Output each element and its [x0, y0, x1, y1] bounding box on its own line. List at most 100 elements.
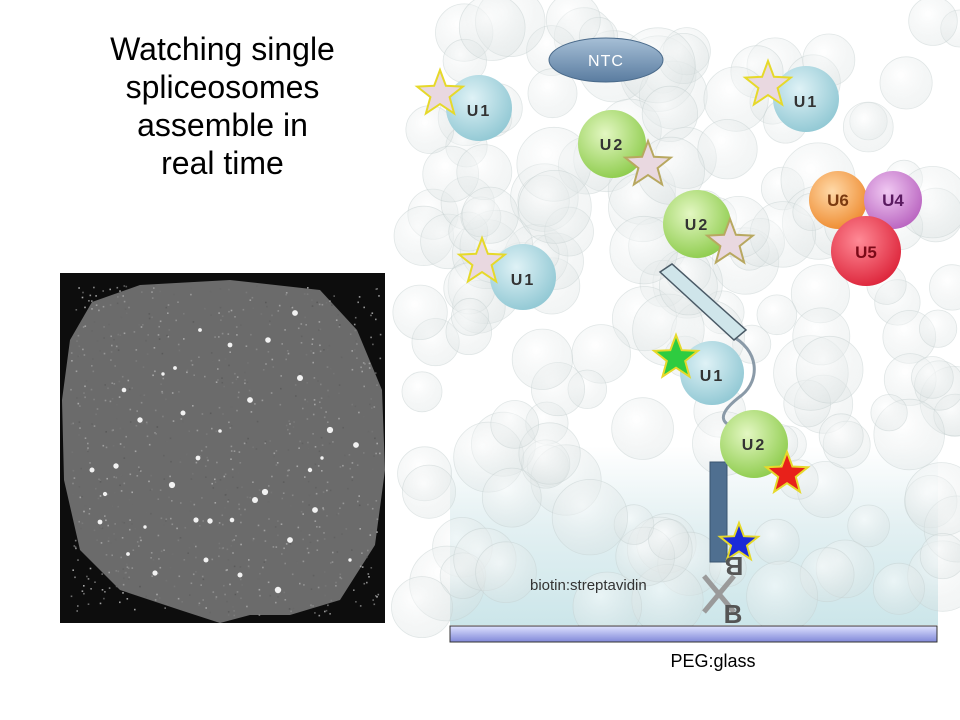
title-line-2: spliceosomes	[125, 69, 320, 105]
noise-pixel	[127, 578, 130, 580]
noise-pixel	[145, 339, 147, 342]
noise-pixel	[189, 510, 192, 512]
noise-pixel	[270, 392, 273, 394]
bubble	[461, 186, 519, 244]
noise-pixel	[224, 358, 227, 360]
noise-pixel	[314, 520, 317, 522]
noise-pixel	[299, 372, 301, 375]
noise-pixel	[370, 314, 372, 317]
noise-pixel	[281, 343, 283, 345]
noise-pixel	[245, 345, 248, 347]
noise-pixel	[92, 370, 95, 373]
noise-pixel	[252, 307, 255, 310]
fluorescent-spot	[261, 488, 269, 496]
noise-pixel	[210, 352, 213, 354]
bubble	[517, 169, 592, 244]
noise-pixel	[82, 348, 84, 351]
bubble	[475, 541, 537, 603]
noise-pixel	[104, 384, 106, 386]
noise-pixel	[114, 538, 117, 541]
streptavidin-cross	[702, 574, 736, 614]
noise-pixel	[284, 599, 287, 601]
noise-pixel	[178, 457, 181, 459]
noise-pixel	[290, 610, 292, 613]
noise-pixel	[221, 514, 224, 517]
noise-pixel	[376, 384, 378, 386]
noise-pixel	[129, 473, 132, 476]
noise-pixel	[157, 534, 160, 537]
noise-pixel	[177, 343, 180, 346]
noise-pixel	[200, 449, 203, 452]
noise-pixel	[370, 336, 372, 339]
u1-label: U1	[467, 103, 491, 120]
noise-pixel	[131, 523, 133, 525]
noise-pixel	[240, 521, 242, 524]
noise-pixel	[307, 551, 310, 554]
noise-pixel	[244, 382, 246, 385]
noise-pixel	[360, 366, 362, 369]
noise-pixel	[371, 507, 374, 510]
noise-pixel	[84, 437, 87, 439]
noise-pixel	[153, 287, 155, 289]
noise-pixel	[340, 577, 343, 580]
noise-pixel	[316, 549, 319, 551]
noise-pixel	[254, 403, 256, 405]
noise-pixel	[99, 350, 101, 352]
noise-pixel	[151, 316, 153, 319]
noise-pixel	[184, 526, 187, 529]
bubble	[458, 0, 526, 61]
noise-pixel	[332, 441, 334, 443]
noise-pixel	[312, 574, 315, 577]
noise-pixel	[120, 316, 123, 319]
noise-pixel	[371, 312, 374, 314]
noise-pixel	[371, 430, 374, 433]
noise-pixel	[296, 561, 298, 564]
noise-pixel	[84, 306, 86, 309]
noise-pixel	[170, 460, 172, 463]
noise-pixel	[151, 575, 153, 577]
noise-pixel	[264, 559, 267, 561]
noise-pixel	[83, 585, 85, 587]
noise-pixel	[217, 524, 220, 526]
noise-pixel	[123, 522, 126, 524]
noise-pixel	[179, 537, 182, 539]
noise-pixel	[148, 317, 151, 320]
noise-pixel	[105, 554, 108, 556]
fluorescent-spot	[180, 410, 186, 416]
noise-pixel	[368, 576, 370, 578]
noise-pixel	[257, 524, 260, 527]
noise-pixel	[81, 590, 84, 592]
noise-pixel	[340, 356, 343, 359]
noise-pixel	[310, 605, 313, 608]
noise-pixel	[186, 371, 188, 374]
noise-pixel	[97, 497, 100, 500]
noise-pixel	[139, 536, 142, 539]
noise-pixel	[304, 476, 306, 478]
noise-pixel	[94, 581, 96, 583]
noise-pixel	[221, 332, 224, 335]
noise-pixel	[347, 487, 349, 490]
noise-pixel	[303, 584, 305, 586]
noise-pixel	[214, 478, 216, 481]
noise-pixel	[204, 375, 206, 378]
noise-pixel	[105, 446, 108, 449]
noise-pixel	[75, 370, 78, 373]
noise-pixel	[356, 343, 358, 345]
noise-pixel	[351, 462, 354, 464]
faded-star-icon	[414, 67, 466, 116]
noise-pixel	[329, 368, 332, 370]
noise-pixel	[318, 303, 321, 306]
noise-pixel	[233, 565, 236, 568]
noise-pixel	[329, 300, 331, 302]
noise-pixel	[88, 300, 90, 302]
noise-pixel	[140, 401, 143, 404]
noise-pixel	[103, 352, 106, 355]
fluorescent-spot	[274, 586, 282, 594]
u1-particle-middle-left: U1	[490, 244, 556, 310]
noise-pixel	[108, 571, 110, 574]
noise-pixel	[314, 463, 317, 466]
noise-pixel	[358, 495, 360, 497]
noise-pixel	[109, 400, 112, 403]
noise-pixel	[100, 542, 103, 544]
noise-pixel	[157, 334, 160, 336]
